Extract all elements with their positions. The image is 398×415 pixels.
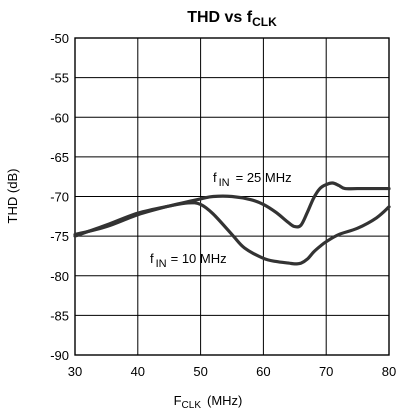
series-label-10mhz: f IN = 10 MHz <box>150 251 227 270</box>
y-tick-labels: -50 -55 -60 -65 -70 -75 -80 -85 -90 <box>50 31 69 363</box>
y-tick-label: -80 <box>50 269 69 284</box>
x-tick-label: 60 <box>256 364 270 379</box>
y-tick-label: -65 <box>50 150 69 165</box>
series-line-fin-10mhz <box>73 201 391 266</box>
y-tick-label: -70 <box>50 190 69 205</box>
series-group <box>73 181 391 266</box>
y-axis-label: THD (dB) <box>5 169 20 224</box>
series-label-25mhz: f IN = 25 MHz <box>213 170 292 189</box>
x-tick-label: 30 <box>68 364 82 379</box>
x-tick-label: 50 <box>193 364 207 379</box>
y-tick-label: -55 <box>50 71 69 86</box>
y-tick-label: -60 <box>50 110 69 125</box>
x-tick-label: 70 <box>319 364 333 379</box>
x-axis-label: FCLK (MHz) <box>174 393 243 411</box>
x-tick-label: 80 <box>382 364 396 379</box>
y-tick-label: -75 <box>50 229 69 244</box>
chart-title: THD vs fCLK <box>187 9 277 29</box>
y-tick-label: -90 <box>50 348 69 363</box>
plot-frame <box>74 37 390 356</box>
series-line-fin-25mhz <box>73 181 391 237</box>
y-tick-label: -85 <box>50 308 69 323</box>
y-tick-label: -50 <box>50 31 69 46</box>
x-tick-labels: 30 40 50 60 70 80 <box>68 364 396 379</box>
x-tick-label: 40 <box>131 364 145 379</box>
